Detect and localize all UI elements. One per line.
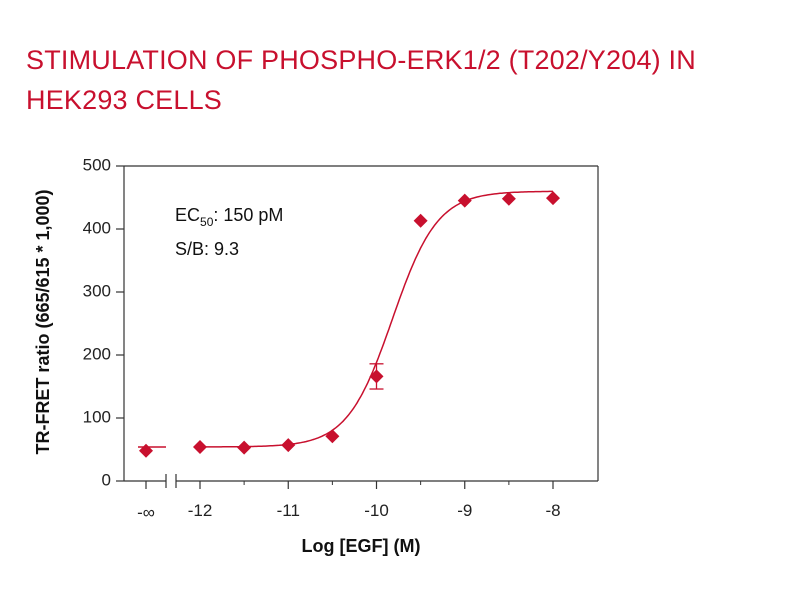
x-tick-label: -9 bbox=[457, 501, 472, 520]
data-point bbox=[369, 369, 384, 384]
data-point bbox=[457, 193, 472, 208]
x-tick-label: -∞ bbox=[137, 503, 155, 522]
data-points bbox=[139, 191, 560, 458]
ec50-label: EC bbox=[175, 205, 200, 225]
chart-title: STIMULATION OF PHOSPHO-ERK1/2 (T202/Y204… bbox=[26, 45, 696, 115]
data-point bbox=[237, 440, 252, 455]
axes bbox=[123, 165, 599, 488]
fit-curve bbox=[200, 190, 553, 448]
x-axis-label: Log [EGF] (M) bbox=[302, 536, 421, 556]
x-tick-label: -11 bbox=[277, 501, 300, 520]
ec50-subscript: 50 bbox=[200, 215, 214, 229]
data-point bbox=[501, 191, 516, 206]
y-tick-label: 300 bbox=[83, 281, 111, 300]
data-point bbox=[413, 213, 428, 228]
x-tick-label: -8 bbox=[545, 501, 560, 520]
y-tick-label: 500 bbox=[83, 155, 111, 174]
data-point bbox=[546, 191, 560, 206]
y-tick-label: 200 bbox=[83, 344, 111, 363]
ec50-annotation: EC50: 150 pM bbox=[175, 205, 283, 229]
ec50-value: : 150 pM bbox=[213, 205, 283, 225]
y-tick-label: 100 bbox=[83, 407, 111, 426]
y-axis-label: TR-FRET ratio (665/615 * 1,000) bbox=[33, 189, 53, 454]
y-ticks: 0 100 200 300 400 500 bbox=[83, 155, 124, 489]
y-tick-label: 0 bbox=[102, 470, 111, 489]
data-point-baseline bbox=[139, 443, 153, 458]
data-point bbox=[325, 429, 340, 444]
x-tick-label: -12 bbox=[188, 501, 213, 520]
x-tick-label: -10 bbox=[364, 501, 389, 520]
data-point bbox=[193, 439, 207, 454]
data-point bbox=[281, 438, 296, 453]
x-ticks: -∞ -12 -11 -10 -9 -8 bbox=[137, 481, 561, 522]
y-tick-label: 400 bbox=[83, 218, 111, 237]
sb-annotation: S/B: 9.3 bbox=[175, 239, 239, 259]
